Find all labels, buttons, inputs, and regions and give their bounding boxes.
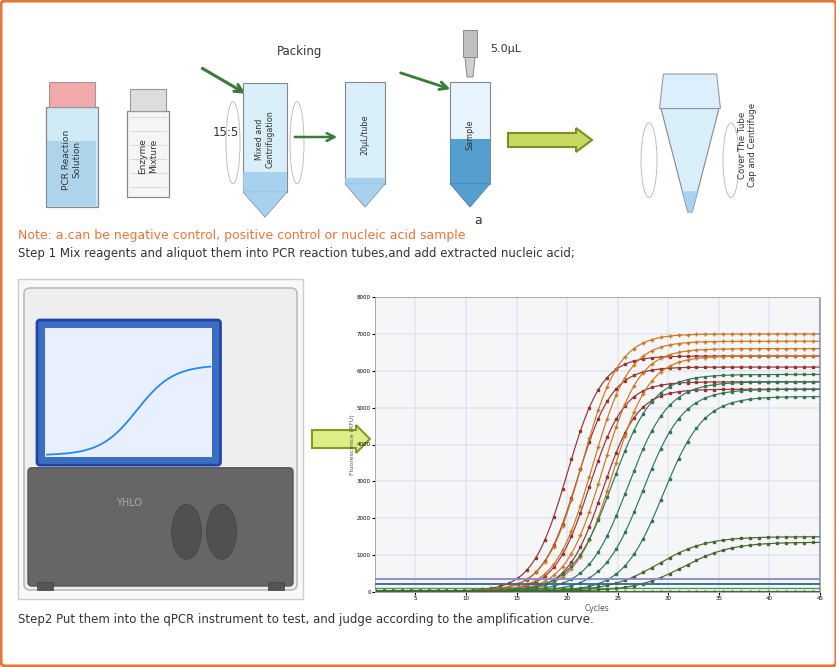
Text: Sample: Sample	[465, 119, 474, 150]
Bar	[127, 111, 169, 197]
Bar	[46, 107, 98, 207]
Ellipse shape	[206, 504, 237, 560]
Bar	[45, 328, 212, 457]
Text: Cover The Tube
Cap and Centrifuge: Cover The Tube Cap and Centrifuge	[737, 103, 757, 187]
Text: 5.0μL: 5.0μL	[489, 44, 520, 54]
Polygon shape	[242, 192, 287, 217]
FancyBboxPatch shape	[28, 468, 293, 586]
Text: 20μL/tube: 20μL/tube	[360, 115, 369, 155]
Bar	[49, 82, 94, 107]
Y-axis label: Fluorescence (RFU): Fluorescence (RFU)	[350, 414, 355, 475]
Polygon shape	[450, 183, 489, 207]
FancyBboxPatch shape	[37, 320, 220, 465]
Text: YHLO: YHLO	[116, 498, 142, 508]
Polygon shape	[660, 109, 718, 212]
Bar	[242, 83, 287, 192]
X-axis label: Cycles: Cycles	[584, 604, 609, 613]
Bar	[37, 582, 53, 590]
FancyBboxPatch shape	[24, 288, 297, 590]
FancyArrow shape	[507, 128, 591, 152]
Polygon shape	[450, 183, 489, 207]
Text: a: a	[473, 215, 482, 227]
Text: Packing: Packing	[277, 45, 323, 59]
Polygon shape	[344, 183, 385, 207]
Text: Mixed and
Centrifugation: Mixed and Centrifugation	[255, 111, 274, 168]
Text: Enzyme
Mixture: Enzyme Mixture	[138, 138, 157, 174]
Bar	[48, 141, 96, 206]
FancyArrow shape	[312, 425, 370, 453]
Bar	[344, 82, 385, 183]
Text: Note: a.can be negative control, positive control or nucleic acid sample: Note: a.can be negative control, positiv…	[18, 229, 465, 241]
Bar	[18, 279, 303, 599]
Polygon shape	[344, 183, 385, 207]
Polygon shape	[681, 191, 697, 212]
Polygon shape	[242, 192, 287, 217]
Polygon shape	[462, 30, 477, 57]
Bar	[344, 178, 385, 183]
Bar	[268, 582, 283, 590]
Polygon shape	[659, 74, 720, 109]
Text: PCR Reaction
Solution: PCR Reaction Solution	[62, 129, 82, 189]
Bar	[450, 139, 489, 183]
Text: 15:5: 15:5	[212, 125, 239, 139]
Bar	[130, 89, 166, 111]
Bar	[242, 172, 287, 192]
Bar	[450, 82, 489, 183]
Text: Step 1 Mix reagents and aliquot them into PCR reaction tubes,and add extracted n: Step 1 Mix reagents and aliquot them int…	[18, 247, 574, 261]
Ellipse shape	[171, 504, 201, 560]
Polygon shape	[465, 57, 475, 77]
Text: Step2 Put them into the qPCR instrument to test, and judge according to the ampl: Step2 Put them into the qPCR instrument …	[18, 612, 593, 626]
